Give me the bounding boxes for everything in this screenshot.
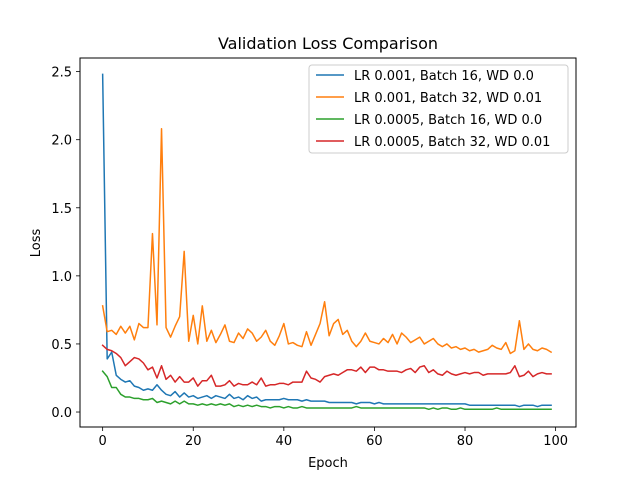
chart-title: Validation Loss Comparison <box>218 34 438 53</box>
x-tick-label: 40 <box>276 434 293 449</box>
legend-label-4: LR 0.0005, Batch 32, WD 0.01 <box>354 135 550 150</box>
x-axis-ticks: 0 20 40 60 80 100 <box>99 427 568 449</box>
legend-label-2: LR 0.001, Batch 32, WD 0.01 <box>354 91 542 106</box>
legend-label-1: LR 0.001, Batch 16, WD 0.0 <box>354 69 534 84</box>
x-tick-label: 20 <box>185 434 202 449</box>
plot-frame <box>79 57 577 428</box>
x-tick-label: 100 <box>543 434 568 449</box>
y-tick-label: 0.0 <box>51 406 72 421</box>
y-axis-label: Loss <box>29 229 44 258</box>
legend-entries: LR 0.001, Batch 16, WD 0.0 LR 0.001, Batc… <box>316 69 550 150</box>
plot-lines <box>101 73 553 411</box>
x-tick-label: 80 <box>457 434 474 449</box>
legend-label-3: LR 0.0005, Batch 16, WD 0.0 <box>354 113 542 128</box>
y-tick-label: 2.0 <box>51 134 72 149</box>
legend: LR 0.001, Batch 16, WD 0.0 LR 0.001, Batc… <box>308 64 569 154</box>
series-line-4 <box>101 344 552 387</box>
x-tick-label: 60 <box>366 434 383 449</box>
y-tick-label: 1.0 <box>51 270 72 285</box>
y-tick-label: 1.5 <box>51 202 72 217</box>
series-line-2 <box>101 128 553 355</box>
x-axis-label: Epoch <box>308 456 348 471</box>
y-tick-label: 2.5 <box>51 66 72 81</box>
series-line-3 <box>101 370 552 411</box>
x-tick-label: 0 <box>99 434 107 449</box>
y-axis-ticks: 0.0 0.5 1.0 1.5 2.0 2.5 <box>51 66 80 421</box>
y-tick-label: 0.5 <box>51 338 72 353</box>
series-line-1 <box>101 73 552 408</box>
legend-box <box>308 64 569 154</box>
